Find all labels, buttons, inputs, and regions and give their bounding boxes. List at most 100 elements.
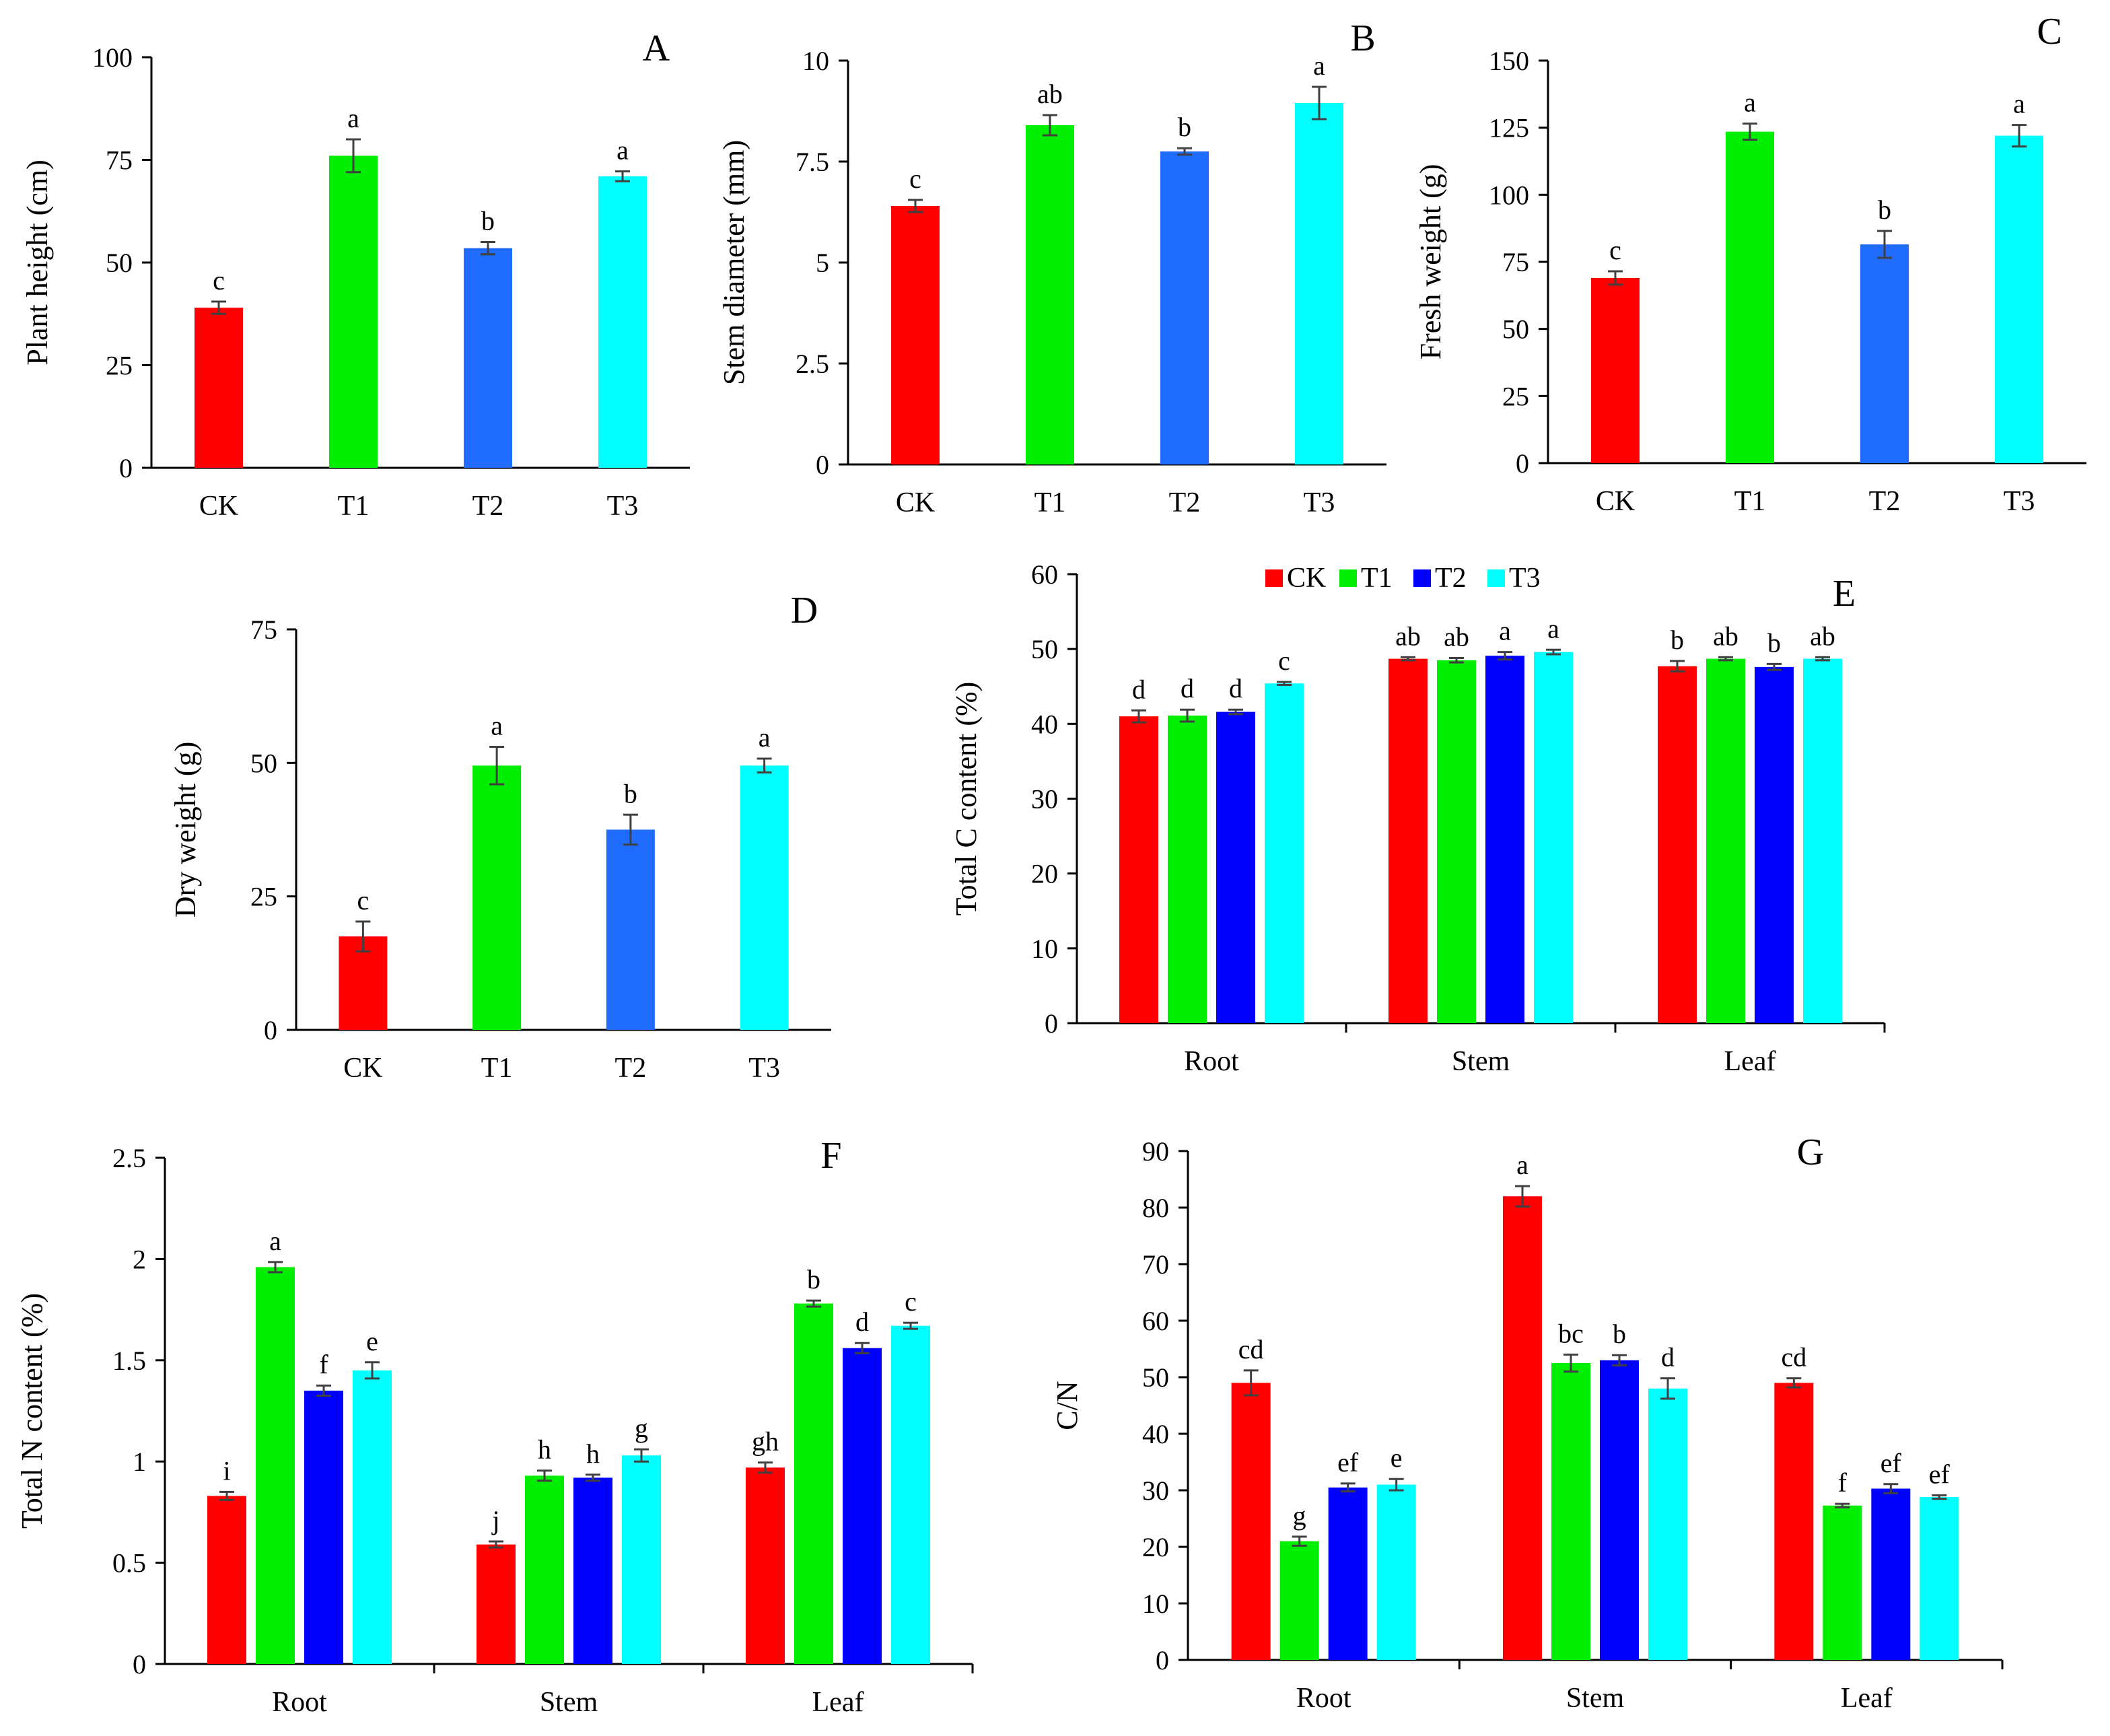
panel-letter: G [1797, 1132, 1824, 1173]
bar-t3 [598, 176, 647, 468]
significance-label: a [1499, 616, 1511, 646]
bar-t1-stem [1437, 660, 1476, 1023]
y-tick-label: 10 [802, 46, 829, 76]
bar-t3-leaf [1920, 1497, 1959, 1660]
y-tick-label: 20 [1031, 859, 1058, 889]
y-tick-label: 2.5 [796, 349, 829, 379]
bar-ck-leaf [1774, 1383, 1814, 1660]
x-category-label: Leaf [1724, 1046, 1776, 1077]
x-category-label: Root [272, 1687, 327, 1718]
significance-label: a [759, 722, 771, 753]
significance-label: b [1671, 625, 1684, 655]
y-tick-label: 40 [1031, 709, 1058, 739]
bar-ck-stem [477, 1544, 516, 1664]
legend-label: CK [1287, 563, 1326, 594]
significance-label: cd [1238, 1334, 1264, 1364]
legend-swatch-t1 [1339, 569, 1357, 587]
x-category-label: CK [896, 487, 935, 518]
legend-swatch-t3 [1487, 569, 1505, 587]
x-category-label: T2 [472, 491, 504, 522]
y-axis-title: Stem diameter (mm) [717, 140, 750, 385]
significance-label: a [1516, 1150, 1528, 1180]
bar-t3-stem [1648, 1388, 1687, 1660]
y-tick-label: 50 [1502, 314, 1529, 345]
y-tick-label: 75 [250, 615, 277, 645]
x-category-label: Leaf [812, 1687, 864, 1718]
y-tick-label: 50 [106, 248, 133, 278]
panel-a: 0 25 50 75 100 Plant height (cm) Ac CK a T1 b T2 a T3 [21, 28, 690, 522]
bar-ck-root [1231, 1383, 1271, 1660]
y-tick-label: 150 [1489, 46, 1529, 76]
significance-label: a [617, 135, 629, 166]
significance-label: d [855, 1307, 869, 1337]
bar-t1-stem [525, 1475, 564, 1664]
bar-t1-root [1279, 1541, 1319, 1660]
y-tick-label: 0 [816, 450, 829, 480]
y-tick-label: 20 [1142, 1532, 1169, 1562]
y-tick-label: 50 [250, 748, 277, 778]
y-tick-label: 30 [1031, 784, 1058, 814]
bar-t1-stem [1551, 1363, 1590, 1660]
significance-label: bc [1558, 1318, 1584, 1348]
y-axis-title: Fresh weight (g) [1414, 164, 1447, 360]
bar-t3-stem [622, 1455, 661, 1664]
x-category-label: T1 [1034, 487, 1066, 518]
panel-f: 0 0.5 1 1.5 2 2.5 Total N content (%) Fi a f e Root… [15, 1135, 974, 1718]
bar-t1 [1026, 125, 1074, 464]
bar-t2-stem [573, 1478, 612, 1664]
bar-t2 [1160, 151, 1209, 464]
significance-label: i [223, 1455, 230, 1486]
significance-label: c [1609, 235, 1621, 265]
y-tick-label: 0 [264, 1015, 277, 1045]
bar-t1-root [256, 1267, 295, 1664]
legend-swatch-t2 [1413, 569, 1431, 587]
bar-ck [1591, 277, 1640, 463]
legend-label: T1 [1361, 563, 1393, 594]
panel-letter: C [2037, 11, 2062, 53]
y-tick-label: 10 [1142, 1589, 1169, 1619]
significance-label: a [2013, 89, 2025, 119]
significance-label: a [491, 711, 503, 741]
panel-letter: E [1833, 573, 1856, 615]
significance-label: g [1293, 1500, 1306, 1531]
significance-label: a [1744, 88, 1756, 118]
bar-ck-leaf [746, 1467, 785, 1664]
significance-label: c [1278, 646, 1290, 676]
y-tick-label: 2 [133, 1244, 146, 1274]
bar-t3-root [1376, 1484, 1416, 1660]
bar-t2 [1860, 244, 1909, 463]
y-tick-label: 50 [1031, 634, 1058, 664]
y-tick-label: 0 [119, 453, 133, 483]
bar-ck-root [207, 1496, 246, 1664]
bar-t1-root [1168, 716, 1207, 1023]
x-category-label: Root [1184, 1046, 1239, 1077]
significance-label: b [1178, 112, 1191, 142]
y-tick-label: 75 [106, 145, 133, 176]
y-tick-label: 50 [1142, 1362, 1169, 1393]
significance-label: ab [1810, 621, 1835, 651]
bar-t3 [1295, 103, 1343, 464]
bar-t2-leaf [843, 1348, 882, 1664]
bar-ck-stem [1388, 658, 1428, 1023]
significance-label: d [1229, 673, 1242, 703]
y-tick-label: 5 [816, 248, 829, 278]
significance-label: a [1547, 613, 1559, 644]
x-category-label: Leaf [1841, 1683, 1893, 1714]
panel-b: 0 2.5 5 7.5 10 Stem diameter (mm) Bc CK ab T1 b T2 a… [717, 18, 1386, 518]
significance-label: b [481, 206, 495, 236]
y-axis-title: C/N [1051, 1381, 1084, 1430]
y-axis-title: Total C content (%) [950, 682, 983, 916]
bar-t2-root [304, 1390, 343, 1664]
significance-label: b [807, 1264, 820, 1294]
significance-label: d [1181, 673, 1194, 703]
significance-label: a [1313, 50, 1325, 81]
x-category-label: T2 [615, 1053, 647, 1084]
x-category-label: T3 [607, 491, 639, 522]
bar-t2 [606, 829, 655, 1030]
bar-t3-root [1265, 683, 1304, 1023]
y-tick-label: 60 [1031, 559, 1058, 590]
significance-label: f [1838, 1467, 1848, 1498]
x-category-label: T3 [2004, 486, 2035, 517]
x-category-label: Stem [1566, 1683, 1625, 1714]
significance-label: c [213, 265, 225, 296]
